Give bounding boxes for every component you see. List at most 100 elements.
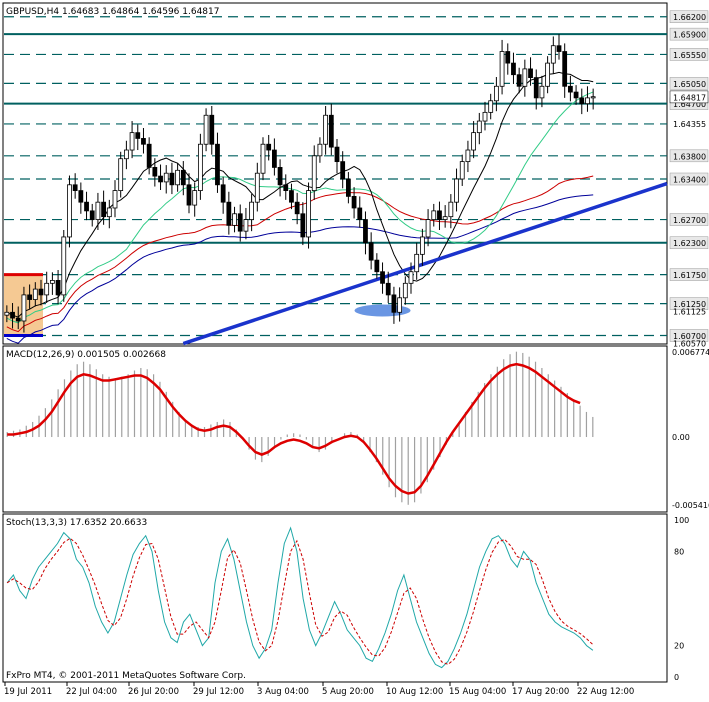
candle-body bbox=[289, 190, 294, 203]
candle-body bbox=[15, 317, 21, 322]
macd-plot bbox=[6, 351, 594, 505]
candle-body bbox=[334, 146, 340, 163]
time-tick-label: 10 Aug 12:00 bbox=[386, 687, 443, 697]
time-tick-label: 3 Aug 04:00 bbox=[257, 687, 309, 697]
price-title: GBPUSD,H4 1.64683 1.64864 1.64596 1.6481… bbox=[6, 7, 219, 17]
price-tick-label: 1.62300 bbox=[673, 239, 706, 248]
price-tick-label: 1.61250 bbox=[673, 300, 706, 309]
candle-body bbox=[78, 190, 84, 203]
copyright-text: FxPro MT4, © 2001-2011 MetaQuotes Softwa… bbox=[6, 671, 246, 681]
candle-body bbox=[89, 210, 95, 220]
candle-body bbox=[38, 288, 44, 296]
ma-red-line bbox=[6, 175, 594, 333]
candle-body bbox=[471, 132, 477, 151]
price-tick-label: 1.60700 bbox=[673, 332, 706, 341]
candle-body bbox=[249, 201, 255, 220]
candle-body bbox=[146, 143, 152, 168]
price-label-box bbox=[669, 297, 709, 310]
price-label-box bbox=[669, 213, 709, 226]
price-tick-label: 1.64355 bbox=[673, 120, 706, 129]
candle-body bbox=[567, 85, 573, 93]
time-tick-label: 15 Aug 04:00 bbox=[449, 687, 506, 697]
candle-body bbox=[414, 253, 420, 273]
candle-body bbox=[328, 114, 334, 148]
candle-body bbox=[95, 201, 101, 220]
price-tick-label: 1.65550 bbox=[673, 51, 706, 60]
candle-body bbox=[300, 213, 306, 238]
candle-body bbox=[197, 143, 203, 191]
candle-body bbox=[158, 175, 163, 183]
stoch-tick-label: 0 bbox=[674, 673, 679, 682]
time-tick-label: 26 Jul 20:00 bbox=[128, 687, 179, 697]
candle-body bbox=[254, 172, 260, 203]
candle-body bbox=[215, 143, 220, 186]
candle-body bbox=[357, 207, 363, 220]
price-label-box bbox=[669, 27, 709, 41]
candle-body bbox=[123, 149, 129, 160]
candle-body bbox=[493, 85, 499, 102]
price-tick-label: 1.65050 bbox=[673, 80, 706, 89]
candle-body bbox=[311, 155, 317, 191]
trendline-group bbox=[182, 181, 668, 346]
candle-body bbox=[425, 219, 431, 238]
price-tick-label: 1.60570 bbox=[673, 340, 706, 349]
candle-body bbox=[243, 219, 249, 232]
candle-body bbox=[340, 161, 346, 180]
stoch-tick-label: 80 bbox=[674, 547, 684, 556]
price-label-box bbox=[669, 77, 709, 90]
time-axis-labels: 19 Jul 2011 22 Jul 04:00 26 Jul 20:00 29 Ju… bbox=[4, 682, 634, 697]
price-tick-label: 1.63800 bbox=[673, 152, 706, 161]
stoch-tick-label: 20 bbox=[674, 642, 684, 651]
candle-body bbox=[363, 219, 368, 244]
current-price-label: 1.64817 bbox=[673, 93, 706, 102]
candle-body bbox=[72, 184, 78, 191]
candle-body bbox=[539, 85, 545, 99]
candle-body bbox=[67, 184, 72, 238]
candle-body bbox=[482, 111, 488, 122]
macd-tick-label: -0.005416 bbox=[672, 501, 709, 510]
candle-body bbox=[306, 190, 311, 238]
candle-body bbox=[590, 96, 596, 99]
price-label-box bbox=[669, 329, 709, 342]
price-tick-label: 1.61125 bbox=[673, 307, 706, 316]
candle-body bbox=[106, 207, 112, 218]
stoch-axis-labels: 100 80 20 0 bbox=[674, 516, 689, 682]
candle-body bbox=[556, 45, 562, 52]
candle-body bbox=[294, 201, 300, 215]
candle-body bbox=[323, 114, 329, 145]
candle-body bbox=[476, 120, 482, 134]
candle-body bbox=[84, 201, 89, 212]
candle-body bbox=[385, 282, 391, 296]
candle-body bbox=[118, 158, 124, 191]
candle-body bbox=[21, 294, 27, 322]
candle-body bbox=[283, 184, 289, 191]
stoch-plot bbox=[6, 526, 594, 669]
candle-body bbox=[186, 184, 192, 206]
macd-pane-frame bbox=[2, 345, 668, 513]
candle-body bbox=[169, 172, 175, 186]
candle-body bbox=[152, 167, 158, 177]
price-label-box bbox=[669, 236, 709, 249]
macd-tick-label: 0.00 bbox=[672, 433, 690, 442]
candle-body bbox=[459, 161, 465, 180]
time-tick-label: 5 Aug 20:00 bbox=[322, 687, 374, 697]
candle-body bbox=[374, 259, 380, 273]
candle-body bbox=[533, 77, 539, 99]
candle-body bbox=[141, 138, 146, 145]
price-pane-frame bbox=[2, 2, 668, 345]
price-tick-label: 1.63400 bbox=[673, 176, 706, 185]
candle-body bbox=[220, 184, 226, 203]
candle-body bbox=[49, 280, 55, 284]
rising-trendline bbox=[182, 181, 668, 346]
candle-body bbox=[573, 91, 579, 99]
stoch-main-line bbox=[6, 526, 594, 669]
price-label-box bbox=[669, 149, 709, 163]
stoch-title: Stoch(13,3,3) 17.6352 20.6633 bbox=[6, 518, 147, 528]
candle-body bbox=[397, 297, 403, 313]
candle-body bbox=[192, 190, 198, 206]
candle-body bbox=[135, 132, 141, 139]
candle-body bbox=[545, 62, 551, 87]
time-tick-label: 17 Aug 20:00 bbox=[512, 687, 569, 697]
candle-body bbox=[465, 149, 471, 163]
